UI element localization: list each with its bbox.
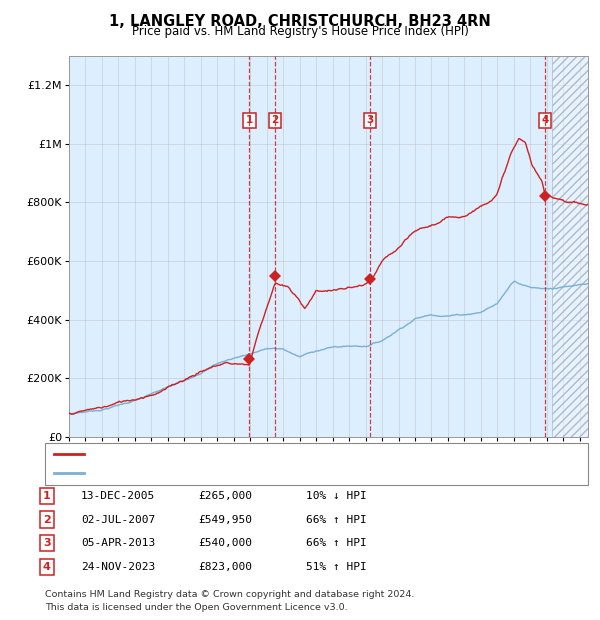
- Text: £549,950: £549,950: [198, 515, 252, 525]
- Text: £540,000: £540,000: [198, 538, 252, 548]
- Text: 3: 3: [367, 115, 374, 125]
- Text: 2: 2: [43, 515, 50, 525]
- Text: 1: 1: [43, 491, 50, 501]
- Text: 1, LANGLEY ROAD, CHRISTCHURCH, BH23 4RN (detached house): 1, LANGLEY ROAD, CHRISTCHURCH, BH23 4RN …: [90, 450, 427, 459]
- Text: 1: 1: [246, 115, 253, 125]
- Text: 05-APR-2013: 05-APR-2013: [81, 538, 155, 548]
- Text: 1, LANGLEY ROAD, CHRISTCHURCH, BH23 4RN: 1, LANGLEY ROAD, CHRISTCHURCH, BH23 4RN: [109, 14, 491, 29]
- Text: 51% ↑ HPI: 51% ↑ HPI: [306, 562, 367, 572]
- Text: 13-DEC-2005: 13-DEC-2005: [81, 491, 155, 501]
- Text: 4: 4: [541, 115, 549, 125]
- Text: 02-JUL-2007: 02-JUL-2007: [81, 515, 155, 525]
- Text: 66% ↑ HPI: 66% ↑ HPI: [306, 538, 367, 548]
- Text: 24-NOV-2023: 24-NOV-2023: [81, 562, 155, 572]
- Text: Contains HM Land Registry data © Crown copyright and database right 2024.
This d: Contains HM Land Registry data © Crown c…: [45, 590, 415, 612]
- Text: 66% ↑ HPI: 66% ↑ HPI: [306, 515, 367, 525]
- Text: 2: 2: [271, 115, 278, 125]
- Text: £823,000: £823,000: [198, 562, 252, 572]
- Text: 3: 3: [43, 538, 50, 548]
- Text: Price paid vs. HM Land Registry's House Price Index (HPI): Price paid vs. HM Land Registry's House …: [131, 25, 469, 38]
- Text: HPI: Average price, detached house, Bournemouth Christchurch and Poole: HPI: Average price, detached house, Bour…: [90, 468, 478, 478]
- Text: £265,000: £265,000: [198, 491, 252, 501]
- Text: 10% ↓ HPI: 10% ↓ HPI: [306, 491, 367, 501]
- Text: 4: 4: [43, 562, 51, 572]
